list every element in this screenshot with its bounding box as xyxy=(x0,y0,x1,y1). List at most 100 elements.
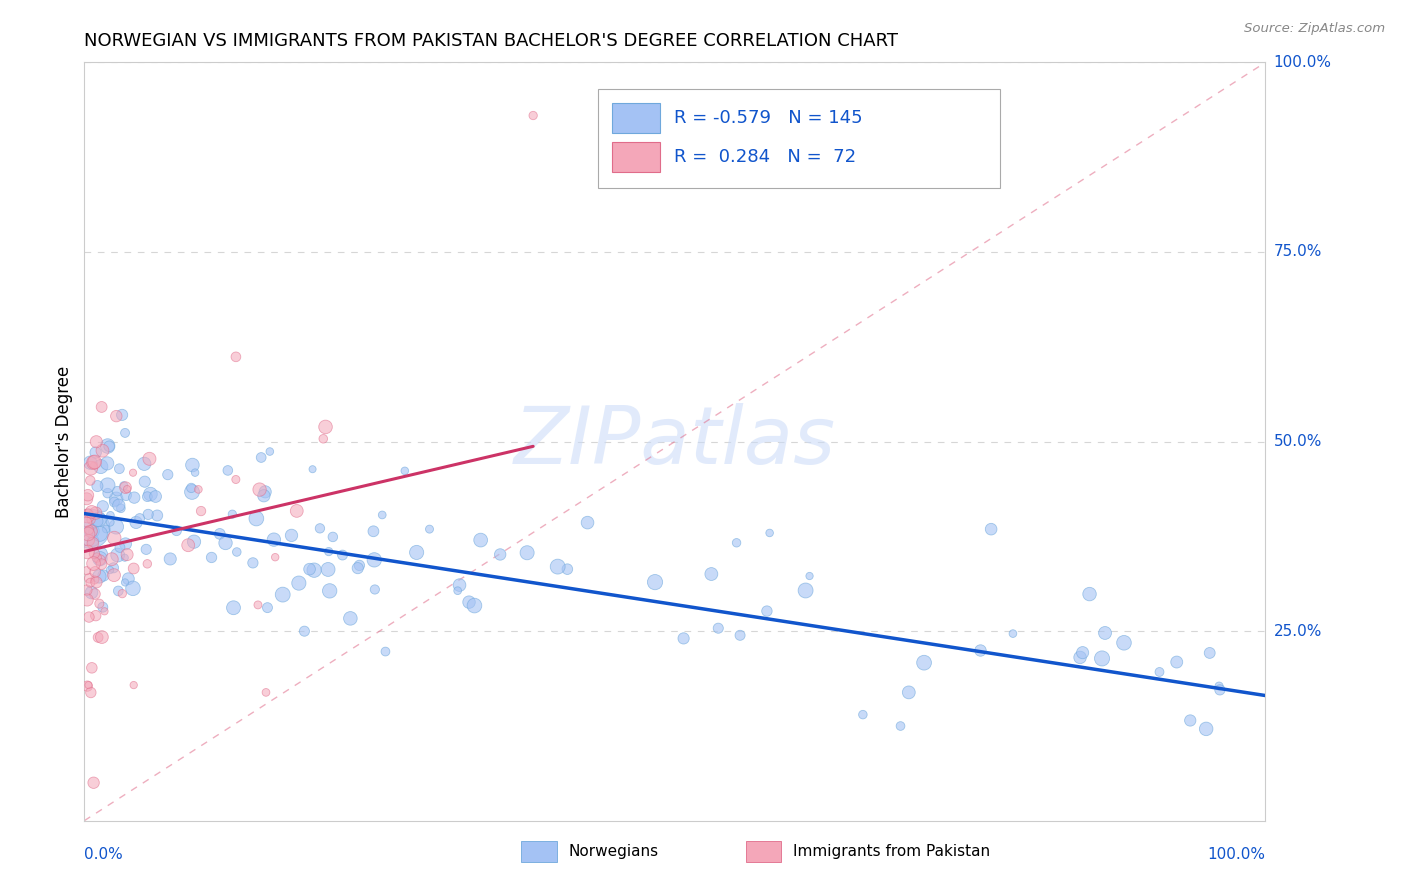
Point xyxy=(77,527,100,541)
Point xyxy=(80,661,103,675)
Point xyxy=(852,707,875,722)
Point xyxy=(547,559,569,574)
Point xyxy=(128,511,150,525)
Point xyxy=(134,475,156,489)
Text: ZIPatlas: ZIPatlas xyxy=(513,402,837,481)
Point xyxy=(470,533,492,547)
Text: Source: ZipAtlas.com: Source: ZipAtlas.com xyxy=(1244,22,1385,36)
Point xyxy=(253,489,276,503)
Point xyxy=(83,455,105,469)
Point xyxy=(98,515,121,529)
Point xyxy=(110,501,132,516)
Point xyxy=(90,459,112,474)
Point xyxy=(1149,665,1171,679)
Point xyxy=(80,585,103,599)
Point xyxy=(285,504,308,518)
Point xyxy=(1112,636,1135,650)
Point xyxy=(112,479,135,493)
Text: 25.0%: 25.0% xyxy=(1274,624,1322,639)
Text: 100.0%: 100.0% xyxy=(1274,55,1331,70)
Point xyxy=(91,500,114,514)
Point xyxy=(309,521,332,535)
Point xyxy=(728,628,751,642)
Point xyxy=(115,482,138,496)
Point xyxy=(80,524,103,539)
Point xyxy=(83,573,105,587)
Point xyxy=(644,575,666,590)
Point xyxy=(897,685,920,699)
Point xyxy=(87,631,110,645)
Point xyxy=(889,719,911,733)
Text: R =  0.284   N =  72: R = 0.284 N = 72 xyxy=(673,148,856,166)
Point xyxy=(86,550,108,565)
Point xyxy=(1198,646,1220,660)
Point xyxy=(98,563,121,577)
Point xyxy=(522,108,544,122)
Point xyxy=(136,508,159,522)
Point xyxy=(90,547,112,561)
Point xyxy=(101,552,124,566)
Point xyxy=(969,643,991,657)
Text: 0.0%: 0.0% xyxy=(84,847,124,863)
Point xyxy=(86,514,108,528)
Point xyxy=(516,546,538,560)
Point xyxy=(76,508,98,523)
Point xyxy=(90,557,112,571)
Point xyxy=(138,451,160,466)
Point xyxy=(89,597,111,611)
Point xyxy=(134,457,156,471)
Point xyxy=(700,567,723,582)
Point xyxy=(111,587,134,601)
Point xyxy=(1071,646,1094,660)
Point xyxy=(557,562,579,576)
Point xyxy=(79,456,101,470)
Point xyxy=(349,558,371,573)
Point xyxy=(96,522,118,536)
Point xyxy=(76,679,98,693)
Point xyxy=(79,474,101,488)
Point xyxy=(80,513,103,527)
Point xyxy=(83,547,105,561)
Point xyxy=(103,568,125,582)
Point xyxy=(89,553,111,567)
Point xyxy=(93,568,115,582)
Point xyxy=(208,527,231,541)
Point xyxy=(125,516,148,530)
Point xyxy=(105,491,128,506)
Point xyxy=(394,464,416,478)
Point xyxy=(122,561,145,575)
Point xyxy=(1091,651,1114,665)
Point xyxy=(115,488,138,502)
Point xyxy=(77,610,100,624)
Point xyxy=(214,536,236,550)
Point xyxy=(458,595,481,609)
Point xyxy=(97,439,120,453)
Point xyxy=(187,483,209,497)
Point xyxy=(96,456,118,470)
Point xyxy=(82,524,104,538)
Bar xyxy=(745,841,782,863)
Point xyxy=(489,548,512,562)
Point xyxy=(181,458,204,472)
Point xyxy=(264,550,287,565)
Point xyxy=(83,776,105,790)
Point xyxy=(672,632,695,646)
Point xyxy=(77,533,100,548)
Point xyxy=(108,461,131,475)
Point xyxy=(271,588,294,602)
Point xyxy=(91,600,114,615)
Point xyxy=(76,593,98,607)
Point xyxy=(80,461,103,475)
Point xyxy=(76,491,98,506)
Point xyxy=(245,511,267,525)
Point xyxy=(93,604,115,618)
Point xyxy=(145,490,167,504)
Point xyxy=(114,575,136,590)
Point xyxy=(103,561,125,575)
Point xyxy=(912,656,935,670)
Text: 100.0%: 100.0% xyxy=(1208,847,1265,863)
Point xyxy=(76,583,98,598)
Point xyxy=(312,432,335,446)
Point xyxy=(103,531,125,545)
Point xyxy=(89,551,111,566)
